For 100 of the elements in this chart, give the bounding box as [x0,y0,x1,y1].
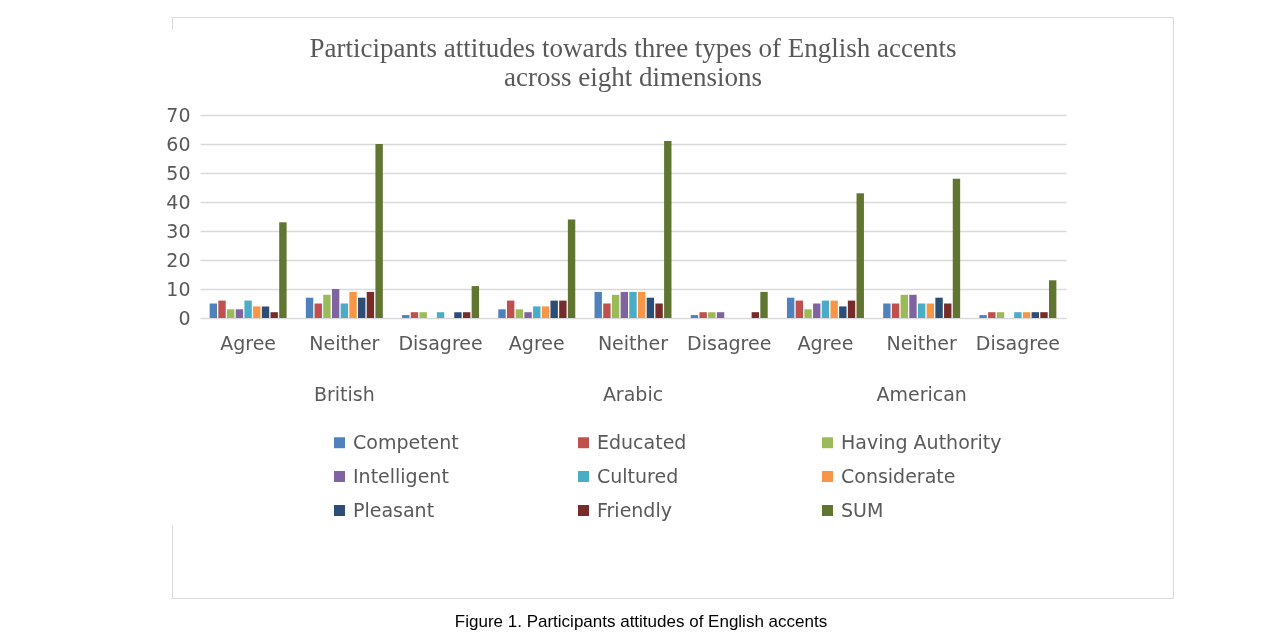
bar [550,300,558,318]
bar [1040,312,1048,318]
bar [883,303,891,318]
bar [1014,312,1022,318]
bar [533,306,541,318]
bar [366,291,375,318]
y-tick-label: 20 [166,248,191,271]
chart-title: Participants attitudes towards three types of English accents across eight dimensions [309,33,957,92]
bar [751,312,760,318]
legend-label: SUM [841,498,884,521]
bar [541,306,550,318]
bar [655,303,663,318]
bar [515,309,524,318]
x-tick-label: Disagree [975,331,1061,354]
bar [498,309,506,318]
y-tick-label: 30 [166,219,191,242]
bar [227,309,235,318]
bar [611,294,620,318]
y-tick-label: 0 [178,306,191,329]
bar [952,178,961,318]
bar [996,312,1005,318]
x-tick-label: Neither [597,331,669,354]
text: British [313,383,375,405]
bar [410,312,419,318]
text: Arabic [602,383,664,405]
bar [786,297,795,318]
bar [261,306,270,318]
bar [944,303,952,318]
bar [891,303,900,318]
bar [559,300,567,318]
bar [340,303,349,318]
bar [830,300,838,318]
bar [988,312,996,318]
bar [436,312,445,318]
bar [1031,312,1039,318]
x-tick-label: Agree [797,331,854,354]
bar [1022,312,1031,318]
bar [454,312,462,318]
legend-label: Competent [353,430,459,453]
bar [349,291,357,318]
y-tick-label: 60 [166,132,191,155]
bar [795,300,804,318]
text: American [876,383,967,405]
bar [270,312,278,318]
legend-label: Cultured [597,464,679,487]
bar [646,297,655,318]
bar [620,291,628,318]
bar [856,193,864,318]
bar [331,289,340,318]
x-tick-label: Agree [508,331,565,354]
bar [402,315,410,318]
bar [279,222,287,318]
bar [375,144,383,318]
bar [708,312,716,318]
x-tick-label: Disagree [398,331,483,354]
bar [471,286,480,318]
bar [821,300,830,318]
x-tick-label: Agree [220,331,277,354]
bar [462,312,471,318]
x-tick-label: Disagree [687,331,772,354]
x-tick-label: Neither [886,331,957,354]
bar [506,300,515,318]
bar [690,315,699,318]
y-tick-label: 50 [166,161,191,184]
bar [813,303,821,318]
bar [900,294,908,318]
bar [979,315,987,318]
y-tick-label: 70 [166,103,191,126]
bar [716,312,725,318]
bar [760,291,768,318]
bar [917,303,926,318]
legend-label: Educated [597,430,687,453]
legend-label: Considerate [841,464,956,487]
bar [314,303,322,318]
bar [847,300,856,318]
bar [209,303,218,318]
bar [699,312,707,318]
bar [839,306,847,318]
legend-label: Friendly [597,498,672,521]
bar [1048,280,1057,318]
bar [594,291,602,318]
bar [323,294,331,318]
bar [804,309,812,318]
bar [638,291,646,318]
bar [909,294,917,318]
bar [567,219,576,318]
bar [253,306,261,318]
bar [244,300,252,318]
bar [629,291,637,318]
legend-label: Intelligent [353,464,449,487]
bar [419,312,427,318]
bar [524,312,532,318]
legend-label: Pleasant [353,498,435,521]
bar [305,297,314,318]
caption: Figure 1. Participants attitudes of English accents [453,612,829,632]
bar [926,303,935,318]
x-tick-label: Neither [309,331,380,354]
bar [935,297,943,318]
bar [235,309,244,318]
bar [358,297,366,318]
